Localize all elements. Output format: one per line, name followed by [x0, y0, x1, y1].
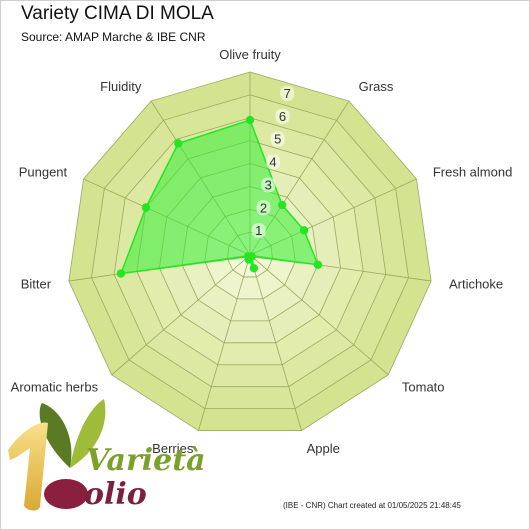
category-label: Fresh almond: [433, 165, 512, 180]
tick-label-bg: [275, 108, 290, 124]
footer-credit: (IBE - CNR) Chart created at 01/05/2025 …: [283, 501, 461, 510]
tick-label-bg: [280, 85, 295, 101]
category-label: Apple: [307, 441, 340, 456]
logo-numeral-one: [8, 422, 48, 511]
series-area: [119, 119, 320, 275]
radar-spoke: [249, 254, 302, 431]
data-point-fresh-almond: [299, 226, 309, 235]
tick-label: 7: [284, 86, 291, 101]
category-label: Olive fruity: [219, 47, 281, 62]
tick-label: 5: [274, 132, 281, 147]
category-label: Artichoke: [449, 277, 503, 292]
logo-word-varieta: Varietà: [86, 443, 206, 478]
category-label: Fluidity: [100, 79, 142, 94]
logo-word-olio: olio: [84, 477, 147, 512]
tick-label-bg: [266, 154, 280, 170]
category-label: Bitter: [21, 277, 52, 292]
tick-label: 2: [260, 200, 267, 215]
logo-olive: [44, 479, 88, 509]
category-label: Tomato: [402, 380, 445, 395]
tick-label: 4: [269, 155, 276, 170]
tick-label-bg: [270, 131, 285, 147]
radar-tick-labels: 1 2 3 4 5 6 7: [251, 85, 295, 239]
tick-label-bg: [251, 223, 266, 239]
logo-leaf-right: [70, 399, 106, 468]
data-point-grass: [277, 200, 287, 210]
chart-subtitle: Source: AMAP Marche & IBE CNR: [21, 30, 206, 44]
tick-label: 1: [255, 223, 262, 238]
data-point-bitter: [116, 269, 126, 278]
tick-label: 3: [265, 177, 272, 192]
tick-label-bg: [256, 200, 271, 216]
tick-label: 6: [279, 109, 286, 124]
tick-label-bg: [261, 177, 276, 193]
category-label: Aromatic herbs: [11, 380, 99, 395]
data-point-apple: [249, 263, 259, 273]
data-point-olive-fruity: [245, 115, 255, 125]
radar-category-labels: Olive fruity Grass Fresh almond Artichoke To…: [11, 47, 513, 456]
radar-spoke: [249, 254, 389, 376]
data-point-artichoke: [313, 260, 323, 269]
logo-leaf-left: [39, 403, 72, 468]
chart-title: Variety CIMA DI MOLA: [21, 3, 214, 24]
data-point-fluidity: [174, 139, 183, 148]
category-label: Grass: [359, 79, 394, 94]
radar-spoke: [111, 254, 251, 376]
category-label: Berries: [152, 441, 194, 456]
data-point-aromatic-herbs: [244, 252, 253, 261]
data-point-pungent: [141, 203, 151, 212]
varieta-olio-logo: Varietà olio: [8, 399, 206, 512]
category-label: Pungent: [19, 165, 68, 180]
radar-series: [116, 115, 323, 278]
radar-spoke: [198, 254, 251, 431]
